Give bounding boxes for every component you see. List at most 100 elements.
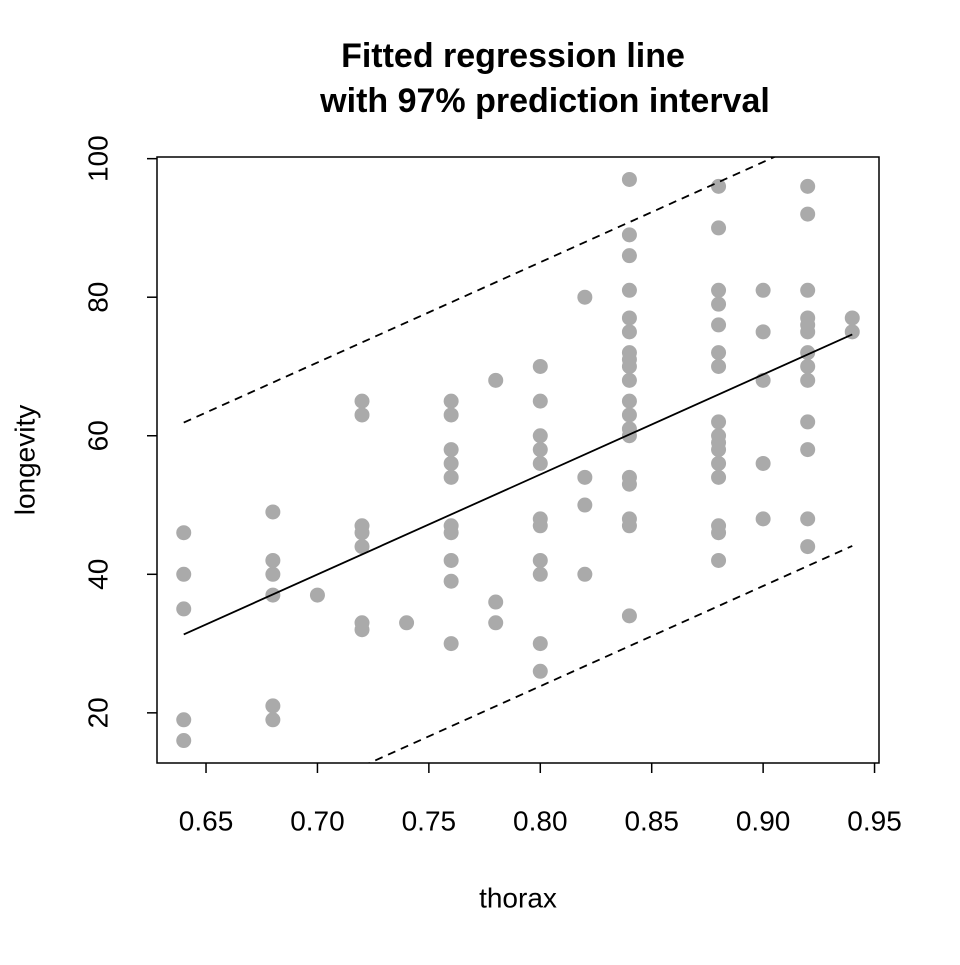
chart-title: with 97% prediction interval [319, 82, 770, 120]
point [176, 733, 192, 749]
y-axis-label: longevity [9, 405, 40, 516]
point [532, 428, 548, 444]
plot-area [176, 157, 860, 763]
point [711, 455, 727, 471]
point [800, 511, 816, 527]
x-tick-label: 0.65 [179, 805, 234, 836]
point [354, 539, 370, 555]
x-tick-label: 0.75 [402, 805, 457, 836]
point [621, 393, 637, 409]
point [711, 317, 727, 333]
point [711, 358, 727, 374]
y-tick-label: 60 [82, 420, 113, 451]
point [800, 282, 816, 298]
y-tick-label: 40 [82, 559, 113, 590]
point [800, 414, 816, 430]
point [755, 282, 771, 298]
point [443, 455, 459, 471]
point [265, 712, 281, 728]
fit-line [183, 333, 853, 636]
point [309, 587, 325, 603]
point [755, 455, 771, 471]
point [532, 636, 548, 652]
plot-frame [156, 156, 880, 764]
point [354, 622, 370, 638]
point [711, 469, 727, 485]
point [532, 566, 548, 582]
point [176, 601, 192, 617]
point [488, 615, 504, 631]
point [621, 171, 637, 187]
point [532, 518, 548, 534]
point [711, 220, 727, 236]
point [621, 428, 637, 444]
point [621, 518, 637, 534]
point [443, 552, 459, 568]
point [711, 552, 727, 568]
point [621, 372, 637, 388]
point [800, 372, 816, 388]
point [443, 469, 459, 485]
x-tick-label: 0.90 [736, 805, 791, 836]
x-tick-label: 0.95 [847, 805, 902, 836]
point [577, 566, 593, 582]
point [711, 442, 727, 458]
point [488, 594, 504, 610]
point [711, 296, 727, 312]
y-tick-label: 20 [82, 697, 113, 728]
x-tick-label: 0.85 [624, 805, 679, 836]
point [755, 511, 771, 527]
point [176, 712, 192, 728]
point [176, 525, 192, 541]
point [621, 476, 637, 492]
point [621, 248, 637, 264]
point [443, 636, 459, 652]
point [265, 552, 281, 568]
point [265, 504, 281, 520]
point [577, 497, 593, 513]
point [711, 414, 727, 430]
point [711, 345, 727, 361]
point [621, 282, 637, 298]
point [354, 407, 370, 423]
point [800, 358, 816, 374]
point [621, 324, 637, 340]
point [532, 358, 548, 374]
point [532, 455, 548, 471]
point [532, 442, 548, 458]
point [532, 552, 548, 568]
y-tick-label: 100 [82, 135, 113, 182]
point [711, 525, 727, 541]
point [711, 178, 727, 194]
point [443, 393, 459, 409]
interval-line [367, 545, 853, 763]
point [443, 573, 459, 589]
interval-line [183, 157, 777, 424]
point [711, 282, 727, 298]
point [443, 525, 459, 541]
point [844, 310, 860, 326]
point [443, 407, 459, 423]
point [621, 407, 637, 423]
point [800, 539, 816, 555]
point [443, 442, 459, 458]
point [800, 324, 816, 340]
point [488, 372, 504, 388]
point [265, 566, 281, 582]
point [621, 608, 637, 624]
point [621, 310, 637, 326]
y-tick-label: 80 [82, 282, 113, 313]
point [176, 566, 192, 582]
point [621, 227, 637, 243]
point [399, 615, 415, 631]
point [354, 525, 370, 541]
point [532, 663, 548, 679]
point [577, 469, 593, 485]
point [577, 289, 593, 305]
point [621, 358, 637, 374]
chart-title: Fitted regression line [341, 37, 685, 75]
point [800, 442, 816, 458]
x-tick-label: 0.70 [290, 805, 345, 836]
point [265, 698, 281, 714]
